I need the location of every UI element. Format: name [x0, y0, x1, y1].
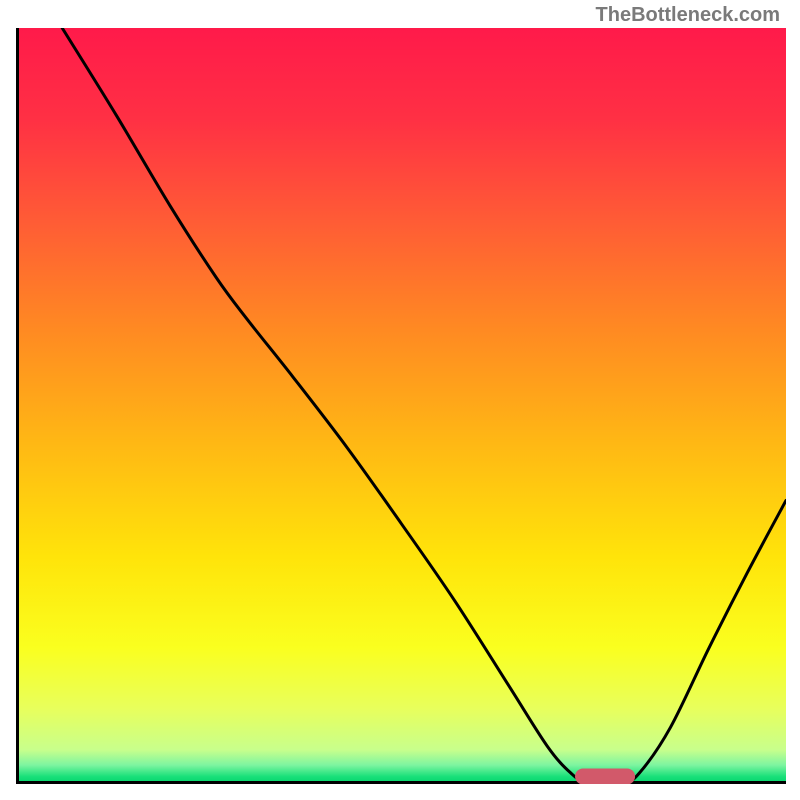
chart-svg	[16, 28, 786, 784]
watermark-text: TheBottleneck.com	[596, 4, 780, 27]
optimal-marker	[575, 768, 635, 784]
plot-area	[16, 28, 786, 784]
chart-container: TheBottleneck.com	[0, 0, 800, 800]
